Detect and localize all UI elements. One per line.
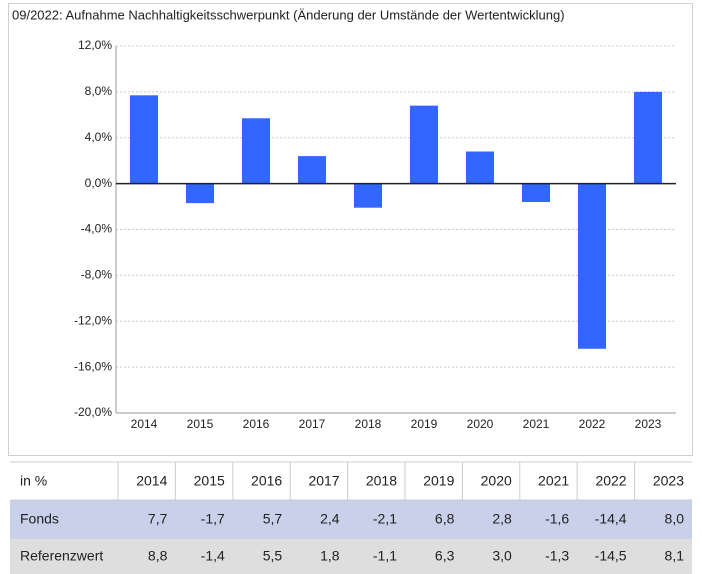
table-cell: 3,0 <box>492 548 512 564</box>
table-cell: -1,1 <box>373 548 397 564</box>
table-cell: -2,1 <box>373 511 397 527</box>
table-cell: 7,7 <box>148 511 168 527</box>
x-tick-label: 2016 <box>243 417 270 431</box>
bar <box>130 95 158 184</box>
table-header: 2014 <box>136 473 167 489</box>
table-cell: -1,3 <box>545 548 569 564</box>
table-cell: 1,8 <box>320 548 340 564</box>
table-cell: 6,3 <box>435 548 455 564</box>
x-tick-label: 2020 <box>467 417 494 431</box>
bar <box>634 91 662 184</box>
row-name: Referenzwert <box>20 548 103 564</box>
table-cell: 5,5 <box>263 548 283 564</box>
x-tick-label: 2017 <box>299 417 326 431</box>
table-header: 2015 <box>194 473 225 489</box>
table-cell: 2,8 <box>492 511 512 527</box>
bar <box>354 183 382 208</box>
x-tick-label: 2023 <box>635 417 662 431</box>
x-tick-label: 2022 <box>579 417 606 431</box>
y-tick-label: 8,0% <box>85 84 113 98</box>
table-cell: -1,6 <box>545 511 569 527</box>
table-cell: 5,7 <box>263 511 283 527</box>
chart-title: 09/2022: Aufnahme Nachhaltigkeitsschwerp… <box>12 7 565 22</box>
table-header: 2016 <box>251 473 282 489</box>
x-tick-label: 2019 <box>411 417 438 431</box>
x-tick-label: 2015 <box>187 417 214 431</box>
table-cell: -14,4 <box>595 511 627 527</box>
x-tick-label: 2014 <box>131 417 158 431</box>
table-cell: -14,5 <box>595 548 627 564</box>
table-header: 2021 <box>538 473 569 489</box>
bar <box>186 183 214 204</box>
bar <box>410 105 438 184</box>
y-tick-label: 0,0% <box>85 176 113 190</box>
y-tick-label: -4,0% <box>81 222 113 236</box>
table-cell: -1,4 <box>201 548 225 564</box>
table-header: 2020 <box>481 473 512 489</box>
table-corner: in % <box>20 473 47 489</box>
table-cell: 8,0 <box>665 511 685 527</box>
table-header: 2018 <box>366 473 397 489</box>
bar <box>298 156 326 184</box>
x-tick-label: 2021 <box>523 417 550 431</box>
bar <box>578 183 606 349</box>
table-header: 2019 <box>423 473 454 489</box>
table-cell: 6,8 <box>435 511 455 527</box>
fonds-row-bg <box>10 500 692 539</box>
y-tick-label: 4,0% <box>85 130 113 144</box>
y-tick-label: 12,0% <box>78 38 112 52</box>
table-header: 2017 <box>308 473 339 489</box>
y-tick-label: -12,0% <box>74 313 112 327</box>
chart-frame <box>8 3 693 456</box>
y-tick-label: -16,0% <box>74 359 112 373</box>
table-header: 2023 <box>653 473 684 489</box>
table-cell: 8,1 <box>665 548 685 564</box>
reference-row-bg <box>10 539 692 574</box>
bar <box>466 151 494 184</box>
bar <box>522 183 550 202</box>
table-cell: 8,8 <box>148 548 168 564</box>
table-header: 2022 <box>595 473 626 489</box>
table-cell: 2,4 <box>320 511 340 527</box>
table-cell: -1,7 <box>201 511 225 527</box>
y-tick-label: -8,0% <box>81 268 113 282</box>
row-name: Fonds <box>20 511 59 527</box>
y-tick-label: -20,0% <box>74 405 112 419</box>
bar <box>242 118 270 184</box>
x-tick-label: 2018 <box>355 417 382 431</box>
